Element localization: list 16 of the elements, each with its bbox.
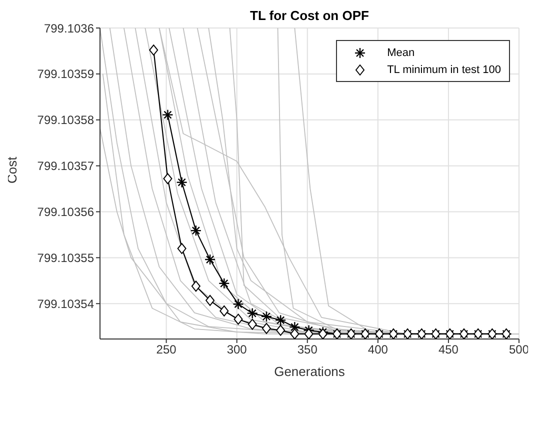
y-tick-label: 799.10354 [37, 296, 94, 311]
legend-label: TL minimum in test 100 [387, 64, 501, 76]
x-tick-label: 300 [226, 342, 248, 357]
y-tick-label: 799.10357 [37, 159, 94, 174]
chart-title: TL for Cost on OPF [249, 8, 370, 23]
x-tick-label: 350 [297, 342, 318, 357]
x-tick-label: 450 [438, 342, 459, 357]
x-tick-label: 250 [156, 342, 177, 357]
x-tick-label: 400 [368, 342, 388, 357]
y-tick-label: 799.10359 [37, 67, 94, 82]
y-tick-label: 799.10358 [37, 113, 94, 128]
y-tick-label: 799.10355 [37, 250, 94, 265]
x-axis-title: Generations [274, 364, 346, 379]
y-tick-label: 799.10356 [37, 205, 94, 220]
y-tick-label: 799.1036 [44, 21, 94, 36]
legend-label: Mean [387, 46, 415, 58]
